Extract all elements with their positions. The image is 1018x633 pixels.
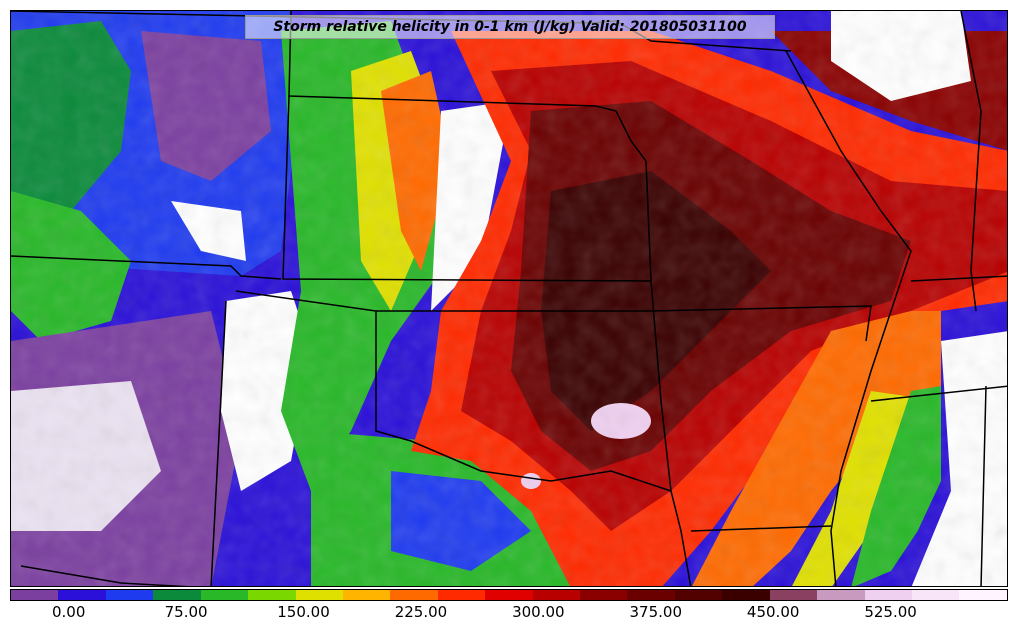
state-border-mo-ar	[650, 305, 872, 342]
colorbar-segment	[817, 590, 865, 600]
colorbar-tick-label: 450.00	[746, 603, 800, 621]
state-border-ar-la	[690, 525, 832, 532]
colorbar-tick-label: 225.00	[394, 603, 448, 621]
colorbar-segment	[58, 590, 106, 600]
colorbar-tick-label: 375.00	[629, 603, 683, 621]
state-border-al-ms	[980, 385, 987, 586]
colorbar-segment	[674, 590, 723, 600]
colorbar-segment	[580, 590, 628, 600]
map-title: Storm relative helicity in 0-1 km (J/kg)…	[245, 15, 775, 39]
colorbar-tick-label: 300.00	[512, 603, 565, 621]
colorbar-segment	[200, 590, 249, 600]
colorbar-tick-label: 0.00	[52, 603, 86, 621]
colorbar-segment	[912, 590, 960, 600]
state-border-ok-tx	[235, 290, 672, 492]
state-border-mississippi	[785, 50, 912, 586]
colorbar-segment	[295, 590, 343, 600]
colorbar-segment	[959, 590, 1007, 600]
colorbar-segment	[722, 590, 770, 600]
state-border-ky	[910, 275, 1007, 282]
state-border-ne-ks	[282, 95, 652, 282]
colorbar-tick-label: 150.00	[277, 603, 330, 621]
state-border-az-nm	[210, 300, 227, 586]
colorbar-segment	[769, 590, 818, 600]
colorbar-tick-label: 75.00	[164, 603, 208, 621]
state-border-mo-ok-ar	[645, 160, 692, 586]
colorbar-labels: 0.00 75.00 150.00 225.00 300.00 375.00 450.00 5…	[10, 603, 1008, 625]
colorbar-segment	[248, 590, 296, 600]
colorbar-segment	[437, 590, 486, 600]
state-border-co-nm	[11, 255, 282, 280]
colorbar-segment	[11, 590, 59, 600]
colorbar	[10, 589, 1008, 601]
colorbar-segment	[105, 590, 154, 600]
helicity-map	[11, 11, 1007, 586]
colorbar-segment	[864, 590, 913, 600]
colorbar-segment	[342, 590, 391, 600]
colorbar-segment	[532, 590, 581, 600]
colorbar-segment	[627, 590, 675, 600]
colorbar-tick-label: 525.00	[864, 603, 917, 621]
state-border-sd-ne	[288, 11, 647, 162]
colorbar-segment	[153, 590, 201, 600]
state-border-il-in	[960, 11, 982, 312]
colorbar-segment	[485, 590, 533, 600]
map-frame	[10, 10, 1008, 587]
field-texture	[11, 11, 1007, 586]
state-border-mexico	[20, 565, 189, 586]
colorbar-segment	[390, 590, 438, 600]
